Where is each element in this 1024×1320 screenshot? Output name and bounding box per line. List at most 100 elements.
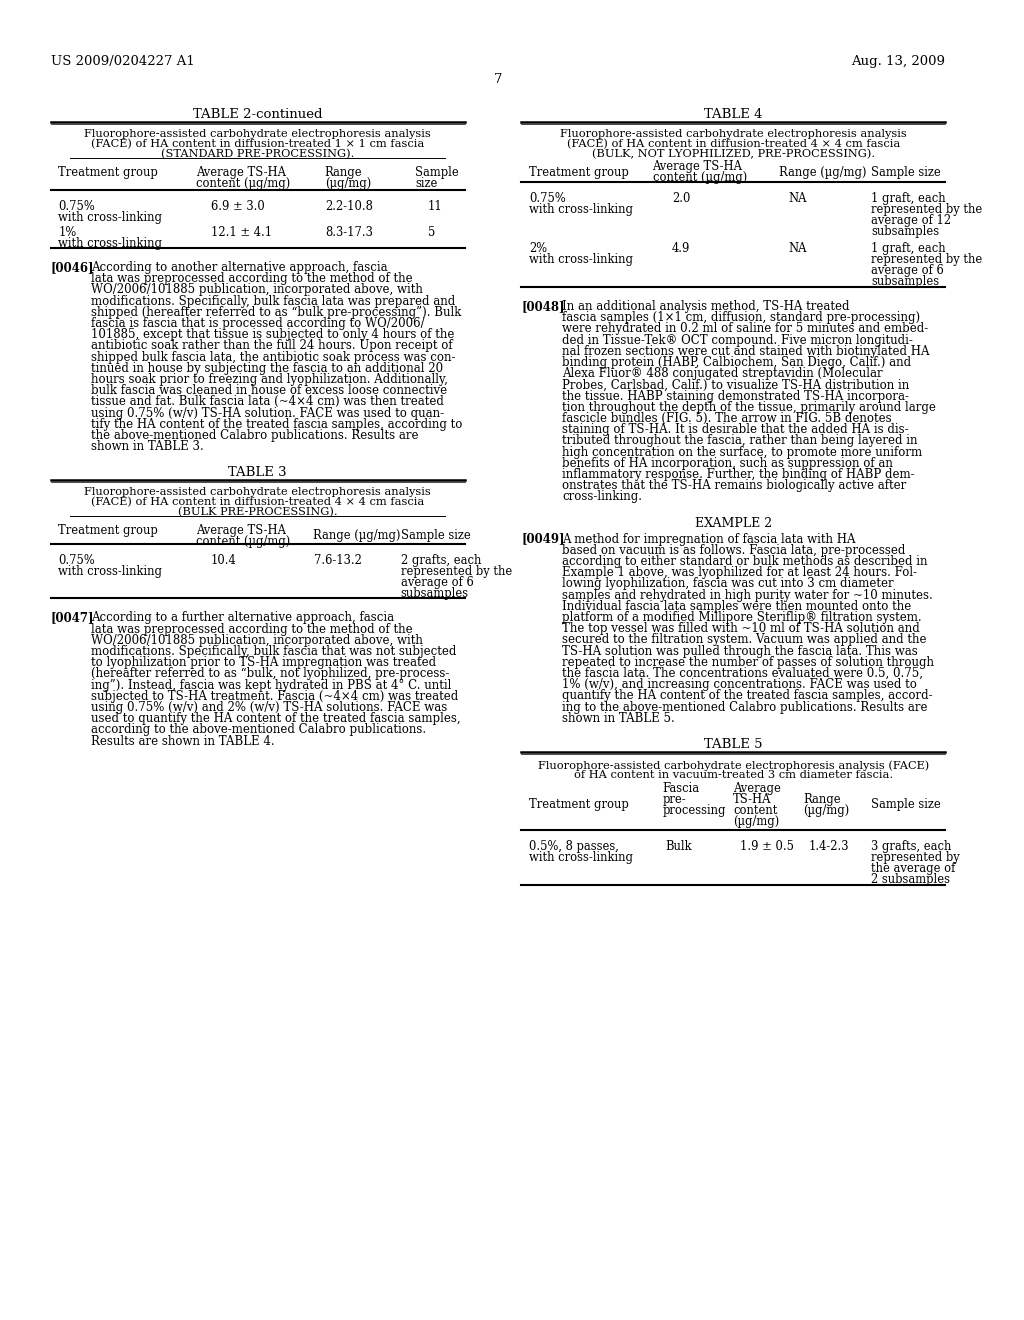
Text: TS-HA: TS-HA: [733, 793, 772, 807]
Text: lata was preprocessed according to the method of the: lata was preprocessed according to the m…: [91, 623, 413, 636]
Text: to lyophilization prior to TS-HA impregnation was treated: to lyophilization prior to TS-HA impregn…: [91, 656, 436, 669]
Text: 2 grafts, each: 2 grafts, each: [400, 554, 481, 568]
Text: 1.4-2.3: 1.4-2.3: [808, 840, 849, 853]
Text: 1 graft, each: 1 graft, each: [871, 242, 946, 255]
Text: based on vacuum is as follows. Fascia lata, pre-processed: based on vacuum is as follows. Fascia la…: [562, 544, 905, 557]
Text: Sample size: Sample size: [400, 529, 470, 543]
Text: Treatment group: Treatment group: [529, 166, 629, 180]
Text: shipped (hereafter referred to as “bulk pre-processing”). Bulk: shipped (hereafter referred to as “bulk …: [91, 306, 462, 319]
Text: content: content: [733, 804, 777, 817]
Text: fascicle bundles (FIG. 5). The arrow in FIG. 5B denotes: fascicle bundles (FIG. 5). The arrow in …: [562, 412, 892, 425]
Text: inflammatory response. Further, the binding of HABP dem-: inflammatory response. Further, the bind…: [562, 469, 914, 480]
Text: onstrates that the TS-HA remains biologically active after: onstrates that the TS-HA remains biologi…: [562, 479, 906, 492]
Text: (BULK PRE-PROCESSING).: (BULK PRE-PROCESSING).: [178, 507, 338, 517]
Text: (µg/mg): (µg/mg): [733, 814, 779, 828]
Text: 0.75%: 0.75%: [529, 191, 565, 205]
Text: subsamples: subsamples: [871, 275, 939, 288]
Text: WO/2006/101885 publication, incorporated above, with: WO/2006/101885 publication, incorporated…: [91, 634, 423, 647]
Text: staining of TS-HA. It is desirable that the added HA is dis-: staining of TS-HA. It is desirable that …: [562, 424, 908, 436]
Text: according to either standard or bulk methods as described in: according to either standard or bulk met…: [562, 554, 928, 568]
Text: Average TS-HA: Average TS-HA: [197, 166, 287, 180]
Text: modifications. Specifically, bulk fascia lata was prepared and: modifications. Specifically, bulk fascia…: [91, 294, 456, 308]
Text: (STANDARD PRE-PROCESSING).: (STANDARD PRE-PROCESSING).: [161, 149, 354, 160]
Text: A method for impregnation of fascia lata with HA: A method for impregnation of fascia lata…: [562, 532, 856, 545]
Text: 11: 11: [428, 201, 442, 213]
Text: According to another alternative approach, fascia: According to another alternative approac…: [91, 261, 388, 275]
Text: tify the HA content of the treated fascia samples, according to: tify the HA content of the treated fasci…: [91, 418, 463, 430]
Text: represented by the: represented by the: [400, 565, 512, 578]
Text: subsamples: subsamples: [400, 587, 469, 601]
Text: 7: 7: [494, 73, 502, 86]
Text: (BULK, NOT LYOPHILIZED, PRE-PROCESSING).: (BULK, NOT LYOPHILIZED, PRE-PROCESSING).: [592, 149, 874, 160]
Text: Range: Range: [325, 166, 362, 180]
Text: lowing lyophilization, fascia was cut into 3 cm diameter: lowing lyophilization, fascia was cut in…: [562, 577, 894, 590]
Text: shipped bulk fascia lata, the antibiotic soak process was con-: shipped bulk fascia lata, the antibiotic…: [91, 351, 456, 363]
Text: 0.5%, 8 passes,: 0.5%, 8 passes,: [529, 840, 618, 853]
Text: using 0.75% (w/v) and 2% (w/v) TS-HA solutions. FACE was: using 0.75% (w/v) and 2% (w/v) TS-HA sol…: [91, 701, 447, 714]
Text: used to quantify the HA content of the treated fascia samples,: used to quantify the HA content of the t…: [91, 713, 461, 725]
Text: 0.75%: 0.75%: [58, 201, 95, 213]
Text: Fluorophore-assisted carbohydrate electrophoresis analysis: Fluorophore-assisted carbohydrate electr…: [84, 487, 431, 498]
Text: NA: NA: [788, 242, 807, 255]
Text: 0.75%: 0.75%: [58, 554, 95, 568]
Text: TABLE 3: TABLE 3: [228, 466, 287, 479]
Text: Results are shown in TABLE 4.: Results are shown in TABLE 4.: [91, 735, 275, 747]
Text: with cross-linking: with cross-linking: [529, 851, 633, 865]
Text: 1.9 ± 0.5: 1.9 ± 0.5: [740, 840, 794, 853]
Text: 2.0: 2.0: [672, 191, 690, 205]
Text: Treatment group: Treatment group: [529, 799, 629, 810]
Text: content (µg/mg): content (µg/mg): [652, 172, 746, 183]
Text: ing”). Instead, fascia was kept hydrated in PBS at 4° C. until: ing”). Instead, fascia was kept hydrated…: [91, 678, 452, 692]
Text: were rehydrated in 0.2 ml of saline for 5 minutes and embed-: were rehydrated in 0.2 ml of saline for …: [562, 322, 929, 335]
Text: represented by: represented by: [871, 851, 961, 865]
Text: (µg/mg): (µg/mg): [325, 177, 371, 190]
Text: 3 grafts, each: 3 grafts, each: [871, 840, 951, 853]
Text: tion throughout the depth of the tissue, primarily around large: tion throughout the depth of the tissue,…: [562, 401, 936, 413]
Text: shown in TABLE 5.: shown in TABLE 5.: [562, 711, 675, 725]
Text: 2.2-10.8: 2.2-10.8: [325, 201, 373, 213]
Text: Alexa Fluor® 488 conjugated streptavidin (Molecular: Alexa Fluor® 488 conjugated streptavidin…: [562, 367, 883, 380]
Text: Fluorophore-assisted carbohydrate electrophoresis analysis: Fluorophore-assisted carbohydrate electr…: [560, 129, 906, 139]
Text: secured to the filtration system. Vacuum was applied and the: secured to the filtration system. Vacuum…: [562, 634, 927, 647]
Text: Treatment group: Treatment group: [58, 166, 158, 180]
Text: 7.6-13.2: 7.6-13.2: [314, 554, 361, 568]
Text: Treatment group: Treatment group: [58, 524, 158, 537]
Text: (FACE) of HA content in diffusion-treated 4 × 4 cm fascia: (FACE) of HA content in diffusion-treate…: [91, 498, 424, 508]
Text: ded in Tissue-Tek® OCT compound. Five micron longitudi-: ded in Tissue-Tek® OCT compound. Five mi…: [562, 334, 913, 347]
Text: Bulk: Bulk: [666, 840, 692, 853]
Text: 1% (w/v), and increasing concentrations. FACE was used to: 1% (w/v), and increasing concentrations.…: [562, 678, 916, 692]
Text: tissue and fat. Bulk fascia lata (~4×4 cm) was then treated: tissue and fat. Bulk fascia lata (~4×4 c…: [91, 396, 444, 408]
Text: 101885, except that tissue is subjected to only 4 hours of the: 101885, except that tissue is subjected …: [91, 329, 455, 341]
Text: Average TS-HA: Average TS-HA: [197, 524, 287, 537]
Text: Range (µg/mg): Range (µg/mg): [313, 529, 400, 543]
Text: Range: Range: [803, 793, 841, 807]
Text: repeated to increase the number of passes of solution through: repeated to increase the number of passe…: [562, 656, 934, 669]
Text: processing: processing: [663, 804, 726, 817]
Text: hours soak prior to freezing and lyophilization. Additionally,: hours soak prior to freezing and lyophil…: [91, 374, 449, 385]
Text: [0047]: [0047]: [50, 611, 94, 624]
Text: [0046]: [0046]: [50, 261, 94, 275]
Text: with cross-linking: with cross-linking: [529, 253, 633, 267]
Text: lata was preprocessed according to the method of the: lata was preprocessed according to the m…: [91, 272, 413, 285]
Text: According to a further alternative approach, fascia: According to a further alternative appro…: [91, 611, 394, 624]
Text: tributed throughout the fascia, rather than being layered in: tributed throughout the fascia, rather t…: [562, 434, 918, 447]
Text: the above-mentioned Calabro publications. Results are: the above-mentioned Calabro publications…: [91, 429, 419, 442]
Text: according to the above-mentioned Calabro publications.: according to the above-mentioned Calabro…: [91, 723, 427, 737]
Text: quantify the HA content of the treated fascia samples, accord-: quantify the HA content of the treated f…: [562, 689, 933, 702]
Text: 12.1 ± 4.1: 12.1 ± 4.1: [211, 226, 272, 239]
Text: (FACE) of HA content in diffusion-treated 4 × 4 cm fascia: (FACE) of HA content in diffusion-treate…: [566, 139, 900, 149]
Text: Fluorophore-assisted carbohydrate electrophoresis analysis: Fluorophore-assisted carbohydrate electr…: [84, 129, 431, 139]
Text: In an additional analysis method, TS-HA treated: In an additional analysis method, TS-HA …: [562, 300, 850, 313]
Text: [0049]: [0049]: [521, 532, 564, 545]
Text: 2%: 2%: [529, 242, 547, 255]
Text: Fascia: Fascia: [663, 781, 699, 795]
Text: binding protein (HABP, Calbiochem, San Diego, Calif.) and: binding protein (HABP, Calbiochem, San D…: [562, 356, 911, 370]
Text: Individual fascia lata samples were then mounted onto the: Individual fascia lata samples were then…: [562, 599, 911, 612]
Text: high concentration on the surface, to promote more uniform: high concentration on the surface, to pr…: [562, 446, 923, 458]
Text: represented by the: represented by the: [871, 203, 983, 216]
Text: using 0.75% (w/v) TS-HA solution. FACE was used to quan-: using 0.75% (w/v) TS-HA solution. FACE w…: [91, 407, 444, 420]
Text: TABLE 5: TABLE 5: [703, 738, 763, 751]
Text: content (µg/mg): content (µg/mg): [197, 177, 291, 190]
Text: modifications. Specifically, bulk fascia that was not subjected: modifications. Specifically, bulk fascia…: [91, 645, 457, 657]
Text: EXAMPLE 2: EXAMPLE 2: [694, 516, 772, 529]
